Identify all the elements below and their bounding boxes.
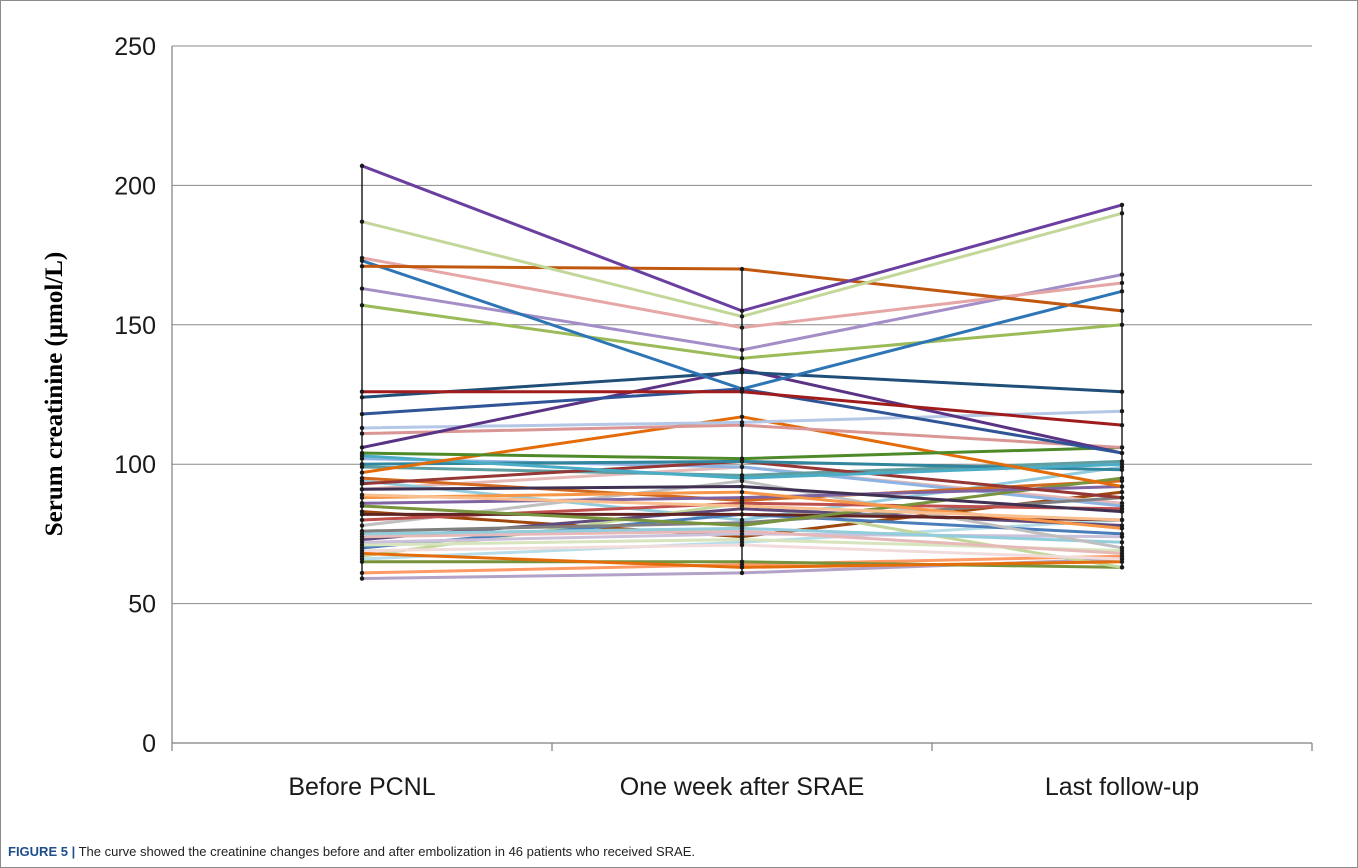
data-point (739, 308, 745, 314)
data-point (359, 450, 365, 456)
data-point (359, 462, 365, 467)
data-point (359, 475, 365, 481)
data-point (359, 445, 365, 450)
x-tick-label: One week after SRAE (620, 773, 865, 801)
data-point (1119, 409, 1125, 414)
data-point (739, 314, 745, 319)
data-point (1119, 202, 1125, 208)
data-point (359, 255, 365, 261)
data-point (1119, 272, 1125, 277)
data-point (739, 420, 745, 425)
line-chart: 0 50 100 150 200 250 Before PCNL One week afte… (41, 33, 1313, 801)
y-tick-label: 250 (114, 33, 156, 61)
data-point (359, 576, 365, 581)
caption-label: FIGURE 5 | (8, 844, 76, 859)
y-tick-labels: 0 50 100 150 200 250 (114, 33, 156, 758)
data-point (1119, 551, 1125, 556)
data-point (1119, 495, 1125, 500)
x-tick-labels: Before PCNL One week after SRAE Last follo… (288, 773, 1199, 801)
data-point (1119, 517, 1125, 523)
data-point (739, 347, 745, 353)
data-point (359, 286, 365, 291)
data-point (1119, 526, 1125, 531)
data-point (359, 431, 365, 436)
data-point (739, 537, 745, 542)
data-point (359, 528, 365, 534)
figure-caption: FIGURE 5 | The curve showed the creatini… (8, 844, 695, 859)
x-tick-label: Before PCNL (288, 773, 435, 801)
data-point (1119, 445, 1125, 450)
data-point (359, 303, 365, 308)
data-point (1119, 211, 1125, 216)
data-point (1119, 489, 1125, 495)
data-point (1119, 462, 1125, 467)
data-point (739, 512, 745, 517)
data-point (1119, 475, 1125, 481)
data-point (359, 411, 365, 417)
data-point (739, 559, 745, 564)
data-point (1119, 322, 1125, 327)
data-point (359, 492, 365, 498)
data-point (739, 266, 745, 272)
data-point (359, 517, 365, 523)
data-point (359, 501, 365, 506)
data-point (359, 512, 365, 517)
data-point (739, 356, 745, 361)
data-point (739, 570, 745, 576)
data-point (739, 414, 745, 420)
data-point (739, 489, 745, 495)
data-point (1119, 565, 1125, 570)
data-point (1119, 545, 1125, 551)
data-point (739, 523, 745, 528)
data-point (739, 542, 745, 548)
data-point (739, 464, 745, 470)
data-point (359, 425, 365, 431)
data-point (739, 325, 745, 330)
data-point (359, 487, 365, 492)
data-point (739, 503, 745, 509)
y-tick-label: 150 (114, 312, 156, 340)
data-point (359, 470, 365, 475)
data-point (359, 389, 365, 394)
y-tick-label: 50 (128, 591, 156, 619)
data-point (1119, 509, 1125, 514)
data-point (1119, 422, 1125, 428)
y-tick-label: 200 (114, 172, 156, 200)
data-point (1119, 289, 1125, 294)
data-point (1119, 280, 1125, 286)
data-point (739, 369, 745, 375)
data-point (1119, 534, 1125, 539)
y-tick-label: 100 (114, 451, 156, 479)
data-point (359, 570, 365, 576)
data-point (1119, 540, 1125, 545)
data-point (739, 565, 745, 570)
axes (171, 46, 1313, 751)
data-point (739, 456, 745, 461)
series-lines (359, 163, 1125, 581)
data-point (359, 219, 365, 224)
data-point (359, 395, 365, 400)
data-point (359, 163, 365, 169)
y-tick-label: 0 (142, 730, 156, 758)
data-point (739, 475, 745, 481)
y-axis-label: Serum creatinine (μmol/L) (41, 252, 68, 537)
data-point (359, 264, 365, 269)
data-point (1119, 308, 1125, 314)
x-tick-label: Last follow-up (1045, 773, 1199, 801)
data-point (1119, 450, 1125, 456)
data-point (1119, 556, 1125, 562)
data-point (1119, 389, 1125, 394)
data-point (1119, 484, 1125, 489)
data-point (359, 523, 365, 528)
data-point (739, 495, 745, 500)
caption-text: The curve showed the creatinine changes … (78, 844, 696, 859)
data-point (739, 386, 745, 392)
data-point (1119, 467, 1125, 472)
data-point (739, 484, 745, 489)
data-point (359, 481, 365, 486)
